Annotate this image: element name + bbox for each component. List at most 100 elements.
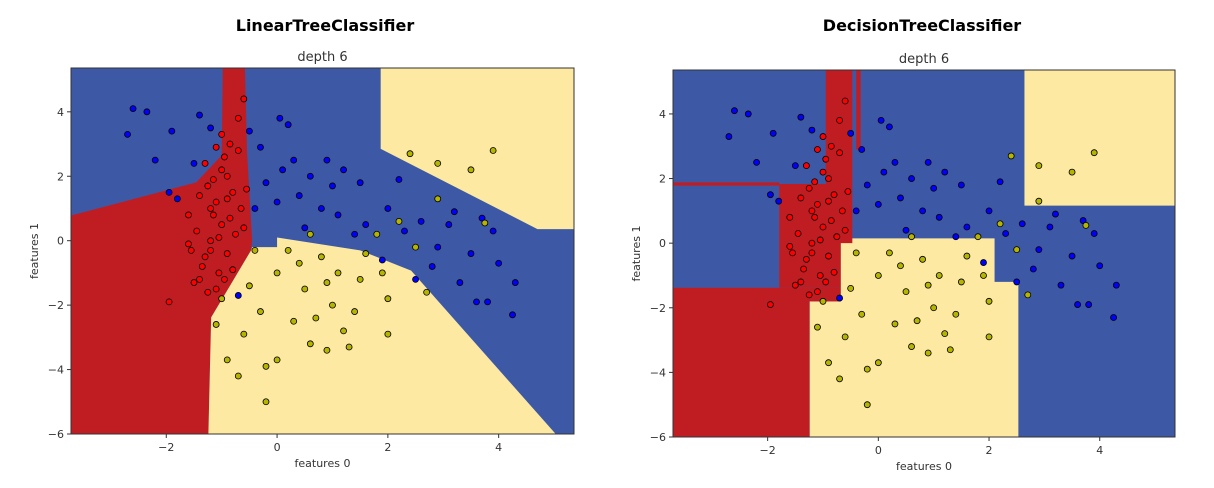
point-yellow <box>234 372 242 380</box>
point-blue <box>262 179 270 187</box>
point-yellow <box>847 284 855 292</box>
point-yellow <box>257 308 264 315</box>
point-yellow <box>1068 168 1076 176</box>
point-blue <box>378 256 386 264</box>
point-yellow <box>935 272 943 279</box>
point-yellow <box>251 246 259 254</box>
point-yellow <box>412 243 419 251</box>
region-yellow <box>208 237 556 434</box>
point-blue <box>902 226 910 234</box>
point-yellow <box>858 310 866 318</box>
point-blue <box>1052 210 1059 218</box>
point-yellow <box>223 356 231 364</box>
point-yellow <box>312 314 320 322</box>
y-tick-label: 2 <box>659 173 666 186</box>
point-red <box>229 188 237 196</box>
point-blue <box>1110 314 1117 321</box>
point-yellow <box>974 233 982 241</box>
point-red <box>789 249 796 257</box>
point-red <box>808 249 816 257</box>
chart-1: −2 0 2 4 −6 −4 −2 0 2 4 depth 6 features 0 features … <box>630 52 1176 473</box>
point-blue <box>129 105 137 112</box>
y-tick-label: 2 <box>57 170 64 183</box>
point-blue <box>935 213 943 221</box>
point-red <box>811 213 819 221</box>
point-red <box>838 207 846 215</box>
point-red <box>830 191 838 199</box>
point-blue <box>279 166 287 174</box>
chart-0: −2 0 2 4 −6 −4 −2 0 2 4 depth 6 features 0 features … <box>28 50 575 470</box>
point-blue <box>165 188 173 196</box>
point-blue <box>1074 301 1081 308</box>
point-blue <box>456 279 464 286</box>
point-blue <box>495 259 503 267</box>
point-red <box>196 192 203 199</box>
point-red <box>827 217 835 224</box>
point-red <box>808 239 816 247</box>
y-tick-label: −6 <box>48 428 64 441</box>
point-blue <box>384 205 392 212</box>
point-yellow <box>902 288 910 296</box>
point-yellow <box>941 330 949 338</box>
point-red <box>841 97 849 105</box>
point-blue <box>273 198 281 206</box>
point-red <box>240 224 248 232</box>
point-blue <box>417 217 425 225</box>
y-tick-label: −4 <box>48 364 64 377</box>
point-yellow <box>930 304 938 312</box>
point-yellow <box>863 401 871 409</box>
point-blue <box>473 298 480 306</box>
point-blue <box>874 200 882 208</box>
point-blue <box>1029 265 1037 273</box>
point-yellow <box>1035 162 1043 170</box>
point-blue <box>1068 252 1076 260</box>
point-yellow <box>395 217 403 225</box>
point-yellow <box>301 285 309 293</box>
point-blue <box>1112 281 1120 289</box>
point-yellow <box>334 269 342 277</box>
point-red <box>198 263 206 270</box>
point-red <box>215 234 223 241</box>
chart-title-linear-tree: LinearTreeClassifier <box>235 16 415 35</box>
y-tick-label: −2 <box>48 299 64 312</box>
x-tick-label: 4 <box>495 441 502 454</box>
point-blue <box>808 126 816 134</box>
point-red <box>841 226 849 234</box>
point-red <box>218 221 226 228</box>
point-blue <box>1013 278 1021 286</box>
point-yellow <box>891 320 899 328</box>
point-blue <box>334 211 342 219</box>
point-red <box>808 207 816 215</box>
point-red <box>221 275 228 283</box>
point-red <box>825 197 832 205</box>
point-blue <box>753 158 760 166</box>
point-yellow <box>373 230 381 238</box>
point-red <box>193 227 201 235</box>
regions <box>71 68 574 434</box>
point-blue <box>124 130 131 138</box>
point-blue <box>323 156 331 164</box>
point-red <box>240 95 248 103</box>
point-yellow <box>996 220 1004 228</box>
point-blue <box>836 294 843 302</box>
point-red <box>819 168 827 176</box>
point-blue <box>880 168 888 176</box>
point-red <box>243 185 251 193</box>
point-red <box>822 278 830 286</box>
point-yellow <box>273 269 281 277</box>
point-yellow <box>306 230 314 238</box>
point-yellow <box>423 288 431 296</box>
point-red <box>805 184 813 192</box>
point-yellow <box>908 343 915 350</box>
point-blue <box>484 298 491 306</box>
point-blue <box>891 158 899 166</box>
point-red <box>223 195 231 203</box>
point-yellow <box>406 150 414 158</box>
point-yellow <box>946 346 954 354</box>
point-blue <box>356 179 364 187</box>
point-blue <box>395 176 403 183</box>
point-red <box>830 268 838 276</box>
point-blue <box>306 172 314 180</box>
region-red <box>856 70 861 150</box>
